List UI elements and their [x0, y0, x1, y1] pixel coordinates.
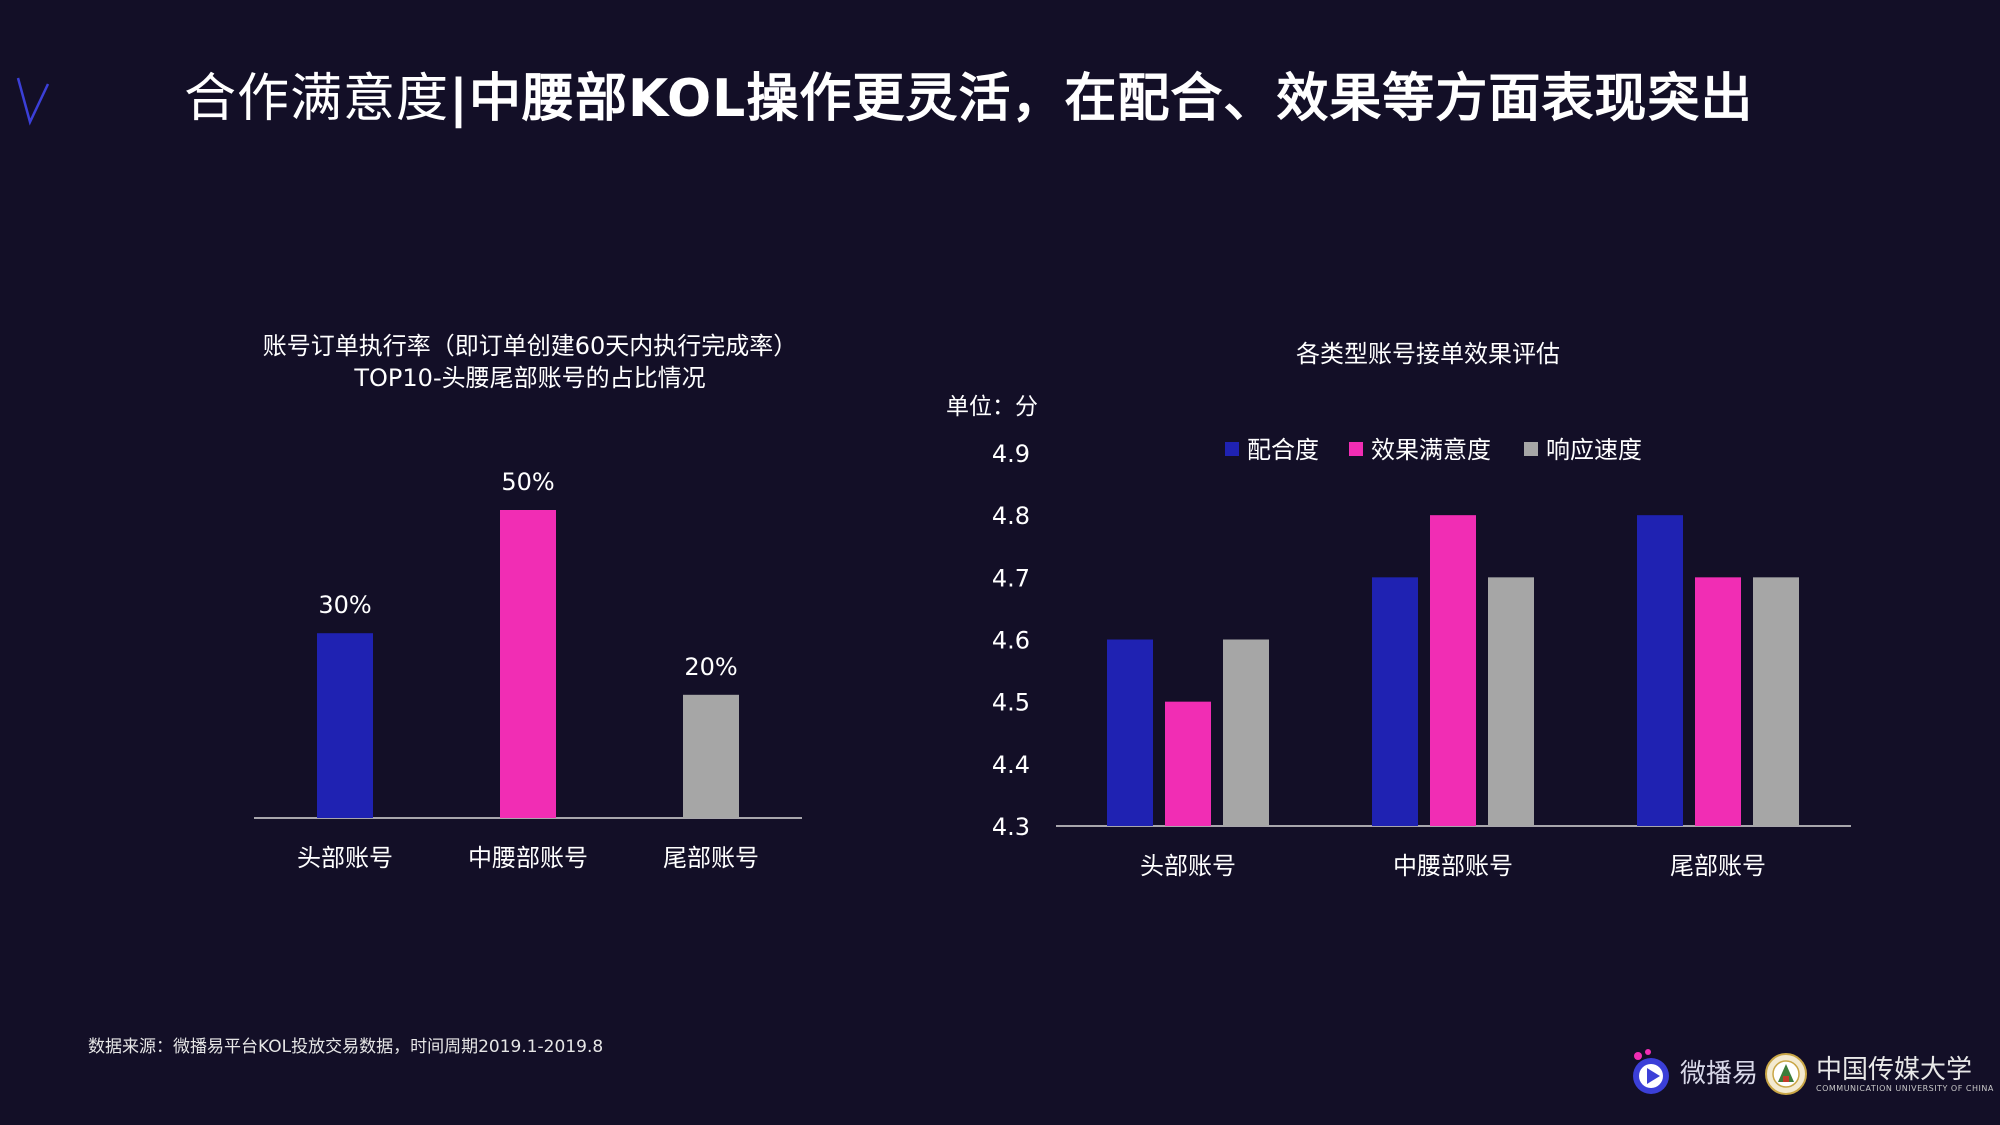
right-chart-y-tick-label: 4.9	[992, 440, 1030, 468]
right-chart-category-label: 头部账号	[1140, 852, 1236, 880]
right-chart-bar	[1488, 577, 1534, 826]
cuc-logo-subtitle: COMMUNICATION UNIVERSITY OF CHINA	[1816, 1083, 1994, 1093]
left-chart-category-label: 尾部账号	[663, 844, 759, 872]
right-chart-y-tick-label: 4.5	[992, 689, 1030, 717]
slide-title-headline: 中腰部KOL操作更灵活，在配合、效果等方面表现突出	[469, 69, 1754, 129]
right-chart-y-tick-label: 4.8	[992, 502, 1030, 530]
cuc-logo: 中国传媒大学 COMMUNICATION UNIVERSITY OF CHINA	[1764, 1052, 1994, 1096]
right-chart-legend-label: 效果满意度	[1371, 436, 1491, 464]
left-chart-title: 账号订单执行率（即订单创建60天内执行完成率） TOP10-头腰尾部账号的占比情…	[250, 330, 810, 394]
weibo-logo-text: 微播易	[1680, 1058, 1759, 1089]
right-chart-bar	[1695, 577, 1741, 826]
right-chart-bar	[1430, 515, 1476, 826]
left-chart-title-line1: 账号订单执行率（即订单创建60天内执行完成率）	[262, 332, 798, 360]
right-chart-y-tick-label: 4.3	[992, 813, 1030, 841]
right-chart-title: 各类型账号接单效果评估	[1296, 340, 1560, 368]
left-chart-title-line2: TOP10-头腰尾部账号的占比情况	[354, 364, 706, 392]
right-chart-y-tick-label: 4.7	[992, 564, 1030, 592]
right-chart-bar	[1165, 701, 1211, 826]
left-chart-value-label: 50%	[501, 468, 554, 496]
left-chart-bar	[500, 510, 556, 818]
data-source-note: 数据来源：微播易平台KOL投放交易数据，时间周期2019.1-2019.8	[88, 1037, 604, 1057]
right-chart-bar	[1637, 515, 1683, 826]
left-chart-value-label: 30%	[318, 591, 371, 619]
left-chart-category-label: 头部账号	[297, 844, 393, 872]
right-chart-bar	[1753, 577, 1799, 826]
right-chart-legend-swatch	[1349, 442, 1363, 456]
right-chart-unit-label: 单位：分	[946, 394, 1038, 420]
right-chart-bar	[1372, 577, 1418, 826]
corner-accent-mark	[16, 77, 50, 126]
slide-title-separator: |	[449, 69, 470, 129]
right-chart-legend-swatch	[1225, 442, 1239, 456]
right-chart-bar	[1223, 639, 1269, 826]
slide-title: 合作满意度|中腰部KOL操作更灵活，在配合、效果等方面表现突出	[184, 64, 1753, 134]
right-chart-y-tick-label: 4.6	[992, 627, 1030, 655]
right-chart-legend-swatch	[1524, 442, 1538, 456]
left-chart-bar	[317, 633, 373, 818]
right-chart-category-label: 尾部账号	[1670, 852, 1766, 880]
left-chart-category-label: 中腰部账号	[468, 844, 588, 872]
cuc-emblem-icon	[1765, 1053, 1807, 1095]
left-chart-bar	[683, 694, 739, 818]
slide-title-topic: 合作满意度	[184, 69, 450, 129]
right-chart-legend-label: 响应速度	[1546, 436, 1642, 464]
right-chart-bar	[1107, 639, 1153, 826]
cuc-logo-name: 中国传媒大学	[1816, 1054, 1973, 1085]
weibo-logo: 微播易	[1628, 1046, 1758, 1096]
right-chart-y-tick-label: 4.4	[992, 751, 1030, 779]
right-chart-category-label: 中腰部账号	[1393, 852, 1513, 880]
left-chart-value-label: 20%	[684, 653, 737, 681]
weibo-play-icon	[1633, 1049, 1669, 1094]
right-chart-legend-label: 配合度	[1247, 436, 1319, 464]
